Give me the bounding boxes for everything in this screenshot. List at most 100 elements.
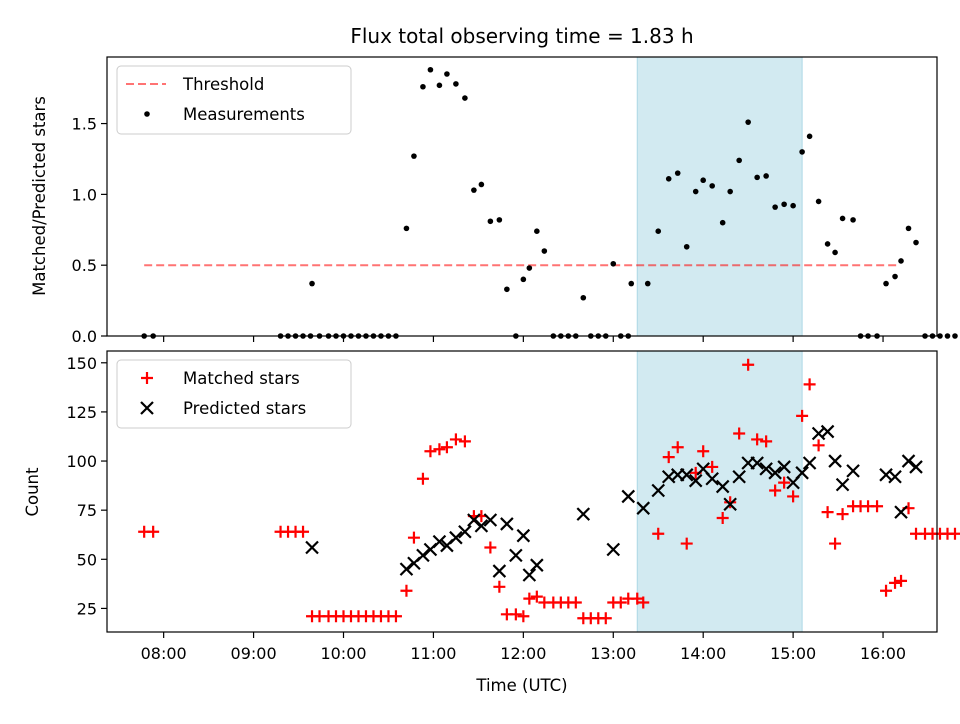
bottom-panel: 25 50 75 100 125 150 08:00 09:00 10:00 11:00 12:00… — [66, 350, 960, 663]
point-predicted — [621, 489, 636, 504]
point-measurement — [883, 280, 889, 287]
x-tick-label: 12:00 — [500, 644, 546, 663]
top-panel: 0.0 0.5 1.0 1.5 Threshold Measurements — [72, 56, 958, 346]
point-predicted — [901, 454, 916, 468]
point-measurement — [745, 119, 751, 125]
legend-x-swatch — [140, 401, 154, 415]
point-predicted — [305, 540, 319, 555]
y-tick-label: 125 — [66, 403, 97, 422]
point-measurement — [628, 280, 635, 287]
point-predicted — [500, 517, 514, 531]
point-predicted — [802, 456, 817, 470]
point-measurement — [644, 280, 651, 287]
point-matched — [484, 541, 497, 554]
point-measurement — [898, 258, 904, 264]
point-matched — [458, 435, 471, 448]
point-measurement — [806, 133, 813, 140]
point-matched — [796, 409, 809, 422]
point-matched — [680, 537, 693, 550]
point-matched — [948, 527, 960, 540]
point-measurement — [534, 228, 540, 234]
point-matched — [733, 427, 746, 440]
point-matched — [433, 443, 446, 456]
point-matched — [697, 445, 710, 458]
point-matched — [614, 596, 627, 609]
point-measurement — [478, 181, 485, 188]
point-predicted — [636, 501, 651, 515]
point-matched — [821, 506, 834, 519]
legend: Matched stars Predicted stars — [116, 359, 352, 429]
legend-label: Matched stars — [183, 369, 300, 388]
point-measurement — [754, 174, 760, 181]
point-measurement — [665, 175, 672, 182]
y-tick-label: 25 — [77, 599, 97, 618]
point-measurement — [824, 241, 831, 247]
point-matched — [400, 584, 413, 597]
x-tick-label: 16:00 — [860, 644, 906, 663]
point-predicted — [679, 468, 694, 482]
point-matched — [530, 590, 543, 603]
x-tick-label: 10:00 — [320, 644, 366, 663]
point-measurement — [655, 228, 662, 234]
x-tick-label: 15:00 — [770, 644, 816, 663]
point-predicted — [530, 558, 544, 572]
y-tick-label: 1.5 — [72, 115, 97, 134]
point-predicted — [522, 568, 537, 582]
point-matched — [716, 512, 729, 525]
point-measurement — [937, 333, 943, 339]
point-measurement — [709, 183, 715, 189]
point-measurement — [763, 173, 769, 179]
x-tick-label: 09:00 — [231, 644, 277, 663]
point-measurement — [674, 170, 681, 176]
point-matched — [416, 472, 429, 485]
point-predicted — [715, 479, 730, 494]
point-matched — [778, 476, 791, 489]
point-predicted — [483, 513, 498, 527]
point-matched — [829, 537, 842, 550]
point-measurement — [692, 188, 699, 195]
legend-box — [116, 359, 352, 429]
point-predicted — [835, 477, 850, 492]
point-measurement — [781, 201, 787, 208]
point-measurement — [403, 225, 410, 232]
point-predicted — [723, 497, 737, 512]
point-matched — [889, 576, 902, 589]
point-predicted — [888, 469, 902, 484]
point-measurement — [309, 280, 315, 287]
point-matched — [895, 574, 908, 587]
point-measurement — [420, 83, 426, 90]
point-measurement — [944, 333, 951, 339]
point-measurement — [462, 95, 468, 101]
y-tick-label: 50 — [77, 550, 97, 569]
point-predicted — [777, 460, 791, 474]
point-measurement — [905, 225, 912, 232]
point-matched — [637, 596, 650, 609]
point-matched — [147, 525, 160, 538]
point-predicted — [688, 473, 703, 488]
point-measurement — [436, 82, 443, 89]
series-predicted-stars — [305, 424, 923, 582]
point-measurement — [736, 157, 742, 164]
point-measurement — [444, 71, 450, 77]
point-measurement — [520, 276, 527, 283]
point-measurement — [453, 81, 459, 87]
point-measurement — [913, 239, 919, 246]
point-matched — [706, 460, 719, 473]
point-predicted — [516, 528, 531, 543]
legend-label: Predicted stars — [183, 399, 306, 418]
legend-plus-swatch — [141, 372, 153, 384]
point-matched — [812, 439, 825, 452]
plot-frame — [106, 350, 938, 633]
point-predicted — [732, 469, 746, 484]
point-matched — [599, 612, 612, 625]
point-measurement — [471, 187, 477, 193]
point-predicted — [705, 471, 719, 486]
bottom-y-axis-label: Count — [23, 467, 42, 517]
x-tick-label: 11:00 — [410, 644, 456, 663]
point-predicted — [820, 424, 835, 439]
point-measurement — [526, 265, 533, 271]
legend-label: Threshold — [182, 75, 264, 94]
point-matched — [493, 580, 506, 593]
